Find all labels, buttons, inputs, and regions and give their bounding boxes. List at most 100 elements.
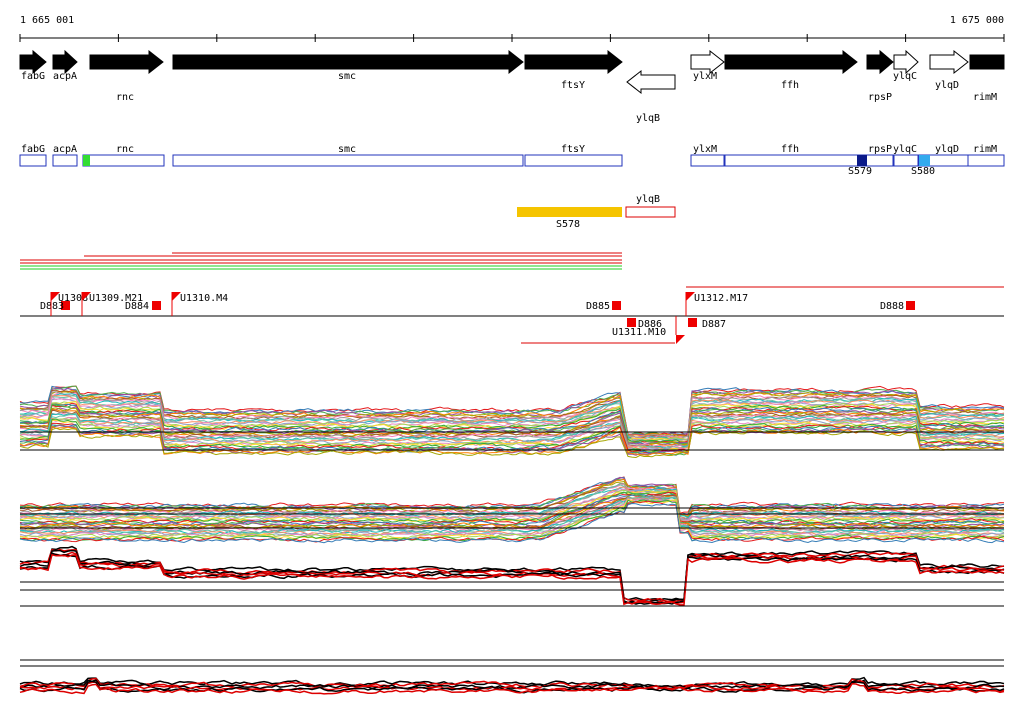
- gene-label: ffh: [781, 80, 799, 91]
- tx-label: D888: [880, 301, 904, 312]
- annotation-label: ylqB: [636, 194, 660, 205]
- tx-label: U1311.M10: [612, 327, 666, 338]
- tx-flag: [686, 292, 695, 301]
- tx-marker: [61, 301, 70, 310]
- annotation-label: ffh: [781, 144, 799, 155]
- segment-label: S578: [556, 219, 580, 230]
- tx-label: U1309.M21: [89, 293, 143, 304]
- tx-label: D886: [638, 319, 662, 330]
- tx-label: D887: [702, 319, 726, 330]
- marker: [857, 155, 867, 166]
- tx-marker: [688, 318, 697, 327]
- profile-line: [19, 410, 1005, 449]
- gene-arrow: [929, 49, 969, 75]
- profile-line: [19, 476, 1005, 516]
- tx-label: D884: [125, 301, 149, 312]
- tx-label: U1312.M17: [694, 293, 748, 304]
- axis-end: 1 675 000: [950, 15, 1004, 26]
- gene-arrow: [19, 49, 47, 75]
- profile-line: [19, 552, 1005, 605]
- profile-line: [19, 398, 1005, 442]
- gene-arrow: [893, 49, 919, 75]
- gene-label: ftsY: [561, 80, 585, 91]
- tx-label: U1310.M4: [180, 293, 228, 304]
- tx-flag: [82, 292, 91, 301]
- gene-label: ylxM: [693, 71, 717, 82]
- profile-line: [19, 402, 1005, 444]
- profile-line: [19, 491, 1005, 526]
- tx-marker: [152, 301, 161, 310]
- annotation-label: ftsY: [561, 144, 585, 155]
- gene-label: ylqB: [636, 113, 660, 124]
- annotation-box: [82, 154, 165, 167]
- axis-start: 1 665 001: [20, 15, 74, 26]
- tx-marker: [612, 301, 621, 310]
- profile-line: [19, 409, 1005, 449]
- gene-label: rpsP: [868, 92, 892, 103]
- profile-line: [19, 491, 1005, 525]
- gene-label: ylqC: [893, 71, 917, 82]
- gene-label: ylqD: [935, 80, 959, 91]
- annotation-label: rpsP: [868, 144, 892, 155]
- profile-line: [19, 419, 1005, 453]
- annotation-box: [893, 154, 919, 167]
- annotation-label: ylqC: [893, 144, 917, 155]
- gene-arrow: [52, 49, 78, 75]
- profile-line: [19, 395, 1005, 442]
- annotation-label: acpA: [53, 144, 77, 155]
- gene-arrow: [626, 69, 676, 95]
- annotation-label: rnc: [116, 144, 134, 155]
- tx-flag: [676, 335, 685, 344]
- profile-line: [19, 412, 1005, 450]
- segment-label: S579: [848, 166, 872, 177]
- tx-label: D883: [40, 301, 64, 312]
- marker: [83, 155, 90, 166]
- profile-line: [19, 418, 1005, 452]
- gene-arrow: [172, 49, 524, 75]
- gene-label: rnc: [116, 92, 134, 103]
- profile-line: [19, 680, 1005, 694]
- tx-flag: [172, 292, 181, 301]
- annotation-box: [967, 154, 1005, 167]
- profile-line: [19, 676, 1005, 689]
- annotation-box: [690, 154, 725, 167]
- annotation-label: ylxM: [693, 144, 717, 155]
- marker: [919, 155, 930, 166]
- annotation-box: [524, 154, 623, 167]
- profile-line: [19, 496, 1005, 536]
- tx-marker: [627, 318, 636, 327]
- annotation-label: ylqD: [935, 144, 959, 155]
- profile-line: [19, 385, 1005, 437]
- profile-line: [19, 553, 1005, 606]
- gene-arrow: [724, 49, 858, 75]
- profile-line: [19, 683, 1005, 695]
- gene-arrow: [690, 49, 725, 75]
- annotation-box: [52, 154, 78, 167]
- gene-arrow: [524, 49, 623, 75]
- profile-line: [19, 500, 1005, 543]
- profile-line: [19, 416, 1005, 450]
- tx-label: U1308: [58, 293, 88, 304]
- gene-label: acpA: [53, 71, 77, 82]
- gene-label: fabG: [21, 71, 45, 82]
- segment-bar: [517, 207, 622, 217]
- profile-line: [19, 545, 1004, 601]
- profile-line: [19, 427, 1005, 459]
- gene-arrow: [866, 49, 894, 75]
- annotation-label: fabG: [21, 144, 45, 155]
- tx-flag: [51, 292, 60, 301]
- ylqB-box: [625, 206, 676, 218]
- gene-arrow: [969, 54, 1005, 70]
- annotation-label: smc: [338, 144, 356, 155]
- gene-label: smc: [338, 71, 356, 82]
- profile-line: [19, 478, 1005, 516]
- annotation-label: rimM: [973, 144, 997, 155]
- tx-marker: [906, 301, 915, 310]
- profile-line: [19, 403, 1005, 446]
- gene-arrow: [89, 49, 164, 75]
- annotation-box: [724, 154, 894, 167]
- annotation-box: [19, 154, 47, 167]
- segment-label: S580: [911, 166, 935, 177]
- annotation-box: [172, 154, 524, 167]
